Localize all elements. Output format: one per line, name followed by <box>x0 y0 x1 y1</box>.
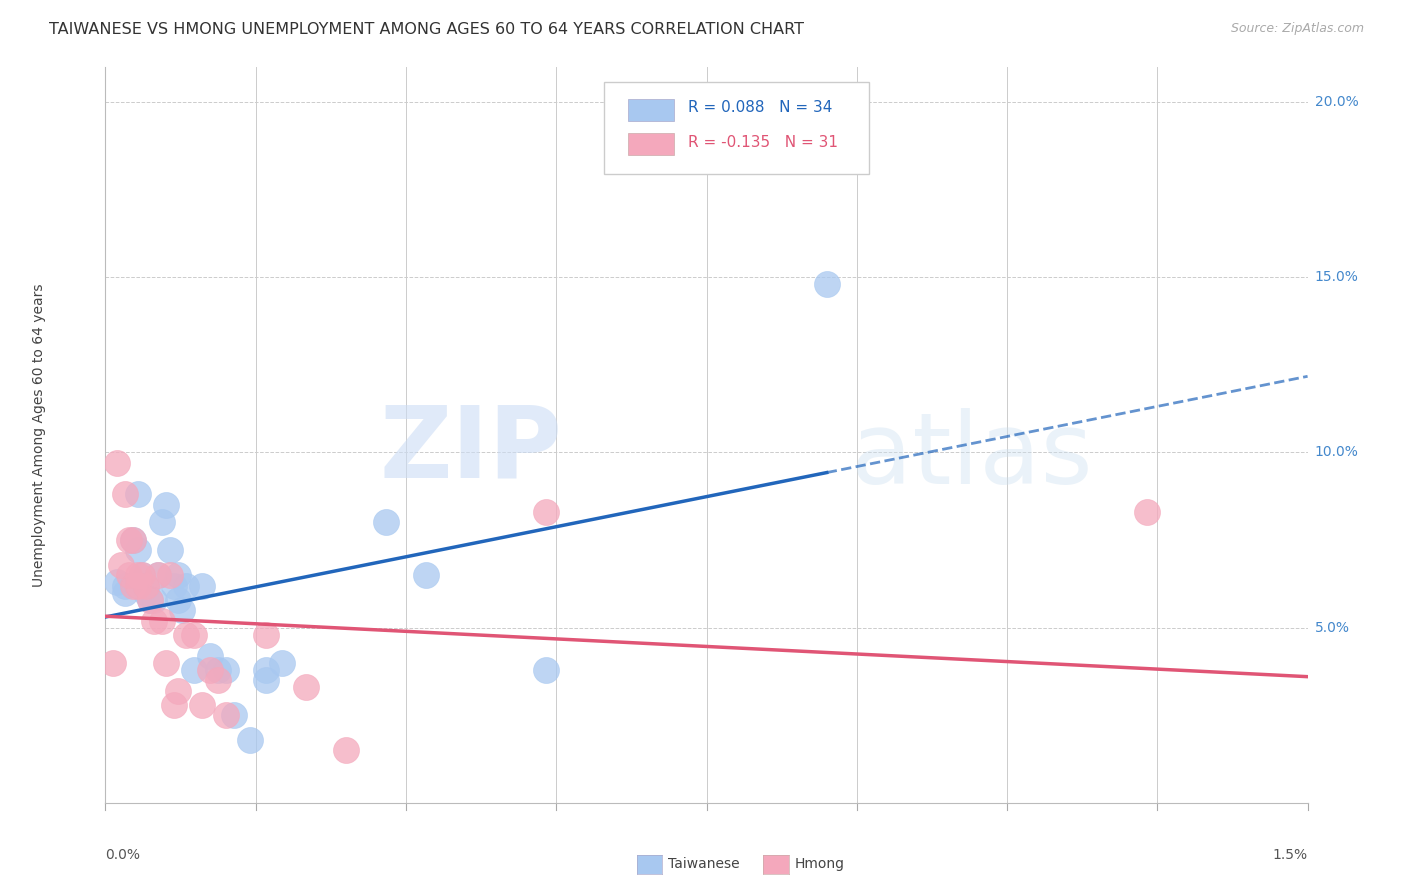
Text: ZIP: ZIP <box>380 401 562 498</box>
Point <box>170 603 193 617</box>
Point <box>150 516 173 530</box>
Point <box>1136 505 1159 519</box>
Point <box>127 543 149 558</box>
Point <box>118 568 141 582</box>
Point <box>207 673 229 687</box>
Text: 0.0%: 0.0% <box>105 848 141 863</box>
Point <box>107 456 129 470</box>
Point <box>135 578 157 592</box>
Point <box>166 568 188 582</box>
Text: R = 0.088   N = 34: R = 0.088 N = 34 <box>689 100 832 115</box>
Text: 15.0%: 15.0% <box>1315 270 1358 285</box>
Point <box>162 578 184 592</box>
Point <box>222 708 245 723</box>
Text: Hmong: Hmong <box>794 857 845 871</box>
Point <box>166 592 188 607</box>
Text: TAIWANESE VS HMONG UNEMPLOYMENT AMONG AGES 60 TO 64 YEARS CORRELATION CHART: TAIWANESE VS HMONG UNEMPLOYMENT AMONG AG… <box>49 22 804 37</box>
Point <box>135 578 157 592</box>
Point <box>415 568 437 582</box>
Point <box>254 673 277 687</box>
Point <box>295 680 318 694</box>
Point <box>239 732 262 747</box>
Text: R = -0.135   N = 31: R = -0.135 N = 31 <box>689 136 838 150</box>
Point <box>254 663 277 677</box>
Point <box>138 592 160 607</box>
Text: atlas: atlas <box>851 409 1092 506</box>
Point <box>110 558 132 572</box>
Point <box>374 516 398 530</box>
Text: Unemployment Among Ages 60 to 64 years: Unemployment Among Ages 60 to 64 years <box>32 283 46 587</box>
Point <box>114 585 136 599</box>
Text: Taiwanese: Taiwanese <box>668 857 740 871</box>
FancyBboxPatch shape <box>605 82 869 174</box>
Point <box>214 663 236 677</box>
Point <box>183 627 205 641</box>
Point <box>270 656 292 670</box>
Point <box>159 543 181 558</box>
Text: 20.0%: 20.0% <box>1315 95 1358 109</box>
Text: 10.0%: 10.0% <box>1315 445 1358 459</box>
Point <box>127 487 149 501</box>
Point <box>146 568 169 582</box>
Text: Source: ZipAtlas.com: Source: ZipAtlas.com <box>1230 22 1364 36</box>
Point <box>214 708 236 723</box>
Point <box>131 568 153 582</box>
Point <box>174 627 197 641</box>
Bar <box>628 98 673 120</box>
Point <box>155 498 177 512</box>
Point <box>122 533 145 547</box>
Point <box>131 568 153 582</box>
Point <box>142 614 165 628</box>
Point <box>127 578 149 592</box>
Point <box>183 663 205 677</box>
Point <box>190 578 212 592</box>
Text: 1.5%: 1.5% <box>1272 848 1308 863</box>
Point <box>107 575 129 590</box>
Point <box>198 648 221 663</box>
Point <box>815 277 838 292</box>
Bar <box>628 133 673 155</box>
Point <box>122 578 145 592</box>
Point <box>122 533 145 547</box>
Point <box>146 568 169 582</box>
Point <box>103 656 125 670</box>
Point <box>254 627 277 641</box>
Point <box>198 663 221 677</box>
Point <box>166 683 188 698</box>
Point <box>159 568 181 582</box>
Point <box>162 698 184 712</box>
Point <box>534 505 557 519</box>
Point <box>190 698 212 712</box>
Point <box>335 743 357 757</box>
Point <box>127 568 149 582</box>
Point <box>118 533 141 547</box>
Point <box>150 614 173 628</box>
Point <box>142 592 165 607</box>
Point <box>534 663 557 677</box>
Point <box>155 656 177 670</box>
Point <box>114 578 136 592</box>
Point <box>138 592 160 607</box>
Point <box>114 487 136 501</box>
Point <box>207 663 229 677</box>
Text: 5.0%: 5.0% <box>1315 621 1350 634</box>
Point <box>174 578 197 592</box>
Point <box>135 585 157 599</box>
